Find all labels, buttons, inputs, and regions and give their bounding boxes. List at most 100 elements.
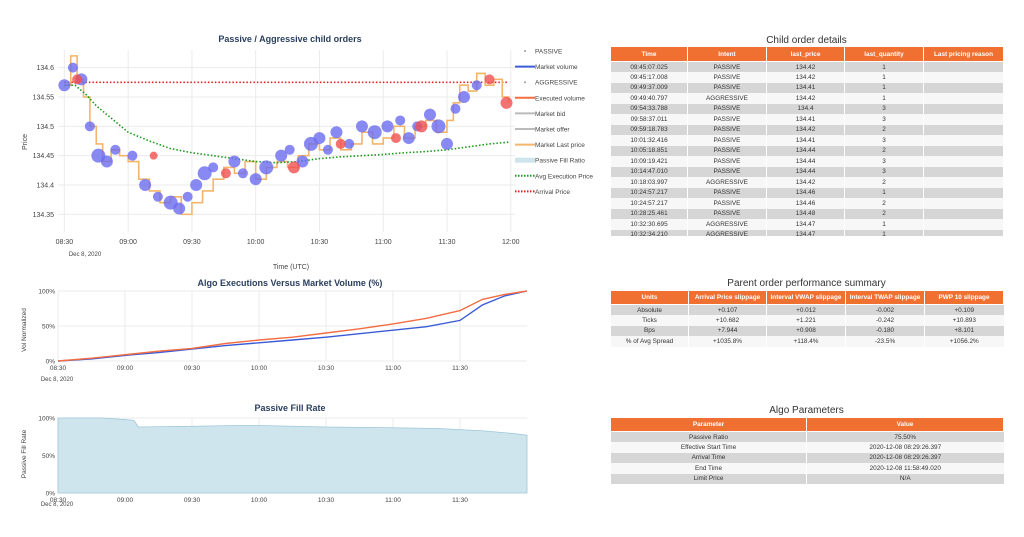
table-cell: +0.908 <box>766 325 846 336</box>
legend-label: Market bid <box>535 111 566 118</box>
passive-order-marker <box>457 90 470 103</box>
passive-order-marker <box>67 62 78 73</box>
table-row: Effective Start Time 2020-12-08 08:29:26.… <box>610 442 1004 453</box>
table-cell <box>923 114 1003 125</box>
table-cell: 09:45:07.025 <box>610 61 688 72</box>
table-row: 09:49:37.009 PASSIVE 134.41 1 <box>610 82 1003 93</box>
x-tick-label: 10:00 <box>247 239 265 246</box>
passive-fill-ratio-area <box>57 417 528 494</box>
table-cell: +0.109 <box>924 304 1004 315</box>
passive-order-marker <box>173 202 186 215</box>
table-row: Bps +7.944 +0.908 -0.180 +8.101 <box>610 325 1004 336</box>
price-chart-legend[interactable]: PASSIVE Market volume AGGRESSIVE Executed v… <box>515 49 593 196</box>
aggressive-order-marker <box>390 133 401 144</box>
table-row: 10:32:34.210 AGGRESSIVE 134.47 1 <box>610 229 1003 236</box>
column-header: Interval VWAP slippage <box>766 290 846 305</box>
table-cell: 134.41 <box>766 135 845 146</box>
table-cell: 134.48 <box>766 208 845 219</box>
table-row: 10:32:30.695 AGGRESSIVE 134.47 1 <box>610 219 1003 230</box>
table-cell: PASSIVE <box>687 124 767 135</box>
table-cell: 1 <box>844 61 924 72</box>
column-header: Units <box>610 290 689 305</box>
passive-order-marker <box>152 191 163 202</box>
column-header: Time <box>610 46 688 62</box>
x-tick-label: 11:30 <box>452 497 468 504</box>
x-tick-label: 12:00 <box>502 239 520 246</box>
table-row: 09:59:18.783 PASSIVE 134.42 2 <box>610 124 1003 135</box>
x-tick-label: 08:30 <box>56 239 74 246</box>
table-cell: 134.42 <box>766 72 845 83</box>
table-cell: 2 <box>844 198 924 209</box>
table-cell <box>923 219 1003 230</box>
table-cell: 10:32:34.210 <box>610 229 688 236</box>
table-cell <box>923 229 1003 236</box>
passive-order-marker <box>208 162 219 173</box>
legend-swatch <box>515 157 535 163</box>
table-row: End Time 2020-12-08 11:58:49.020 <box>610 463 1004 474</box>
table-cell: 134.42 <box>766 93 845 104</box>
column-header: Arrival Price slippage <box>688 290 767 305</box>
table-cell: +1056.2% <box>924 336 1004 347</box>
table-cell: 134.44 <box>766 166 845 177</box>
table-cell: +0.107 <box>688 304 767 315</box>
passive-order-marker <box>284 144 295 155</box>
table-cell: +1.221 <box>766 315 846 326</box>
passive-order-marker <box>84 121 95 132</box>
table-cell: PASSIVE <box>687 187 767 198</box>
table-row: 09:58:37.011 PASSIVE 134.41 3 <box>610 114 1003 125</box>
price-chart-x-ticks: 08:30 09:00 09:30 10:00 10:30 11:00 11:30 12:00 <box>56 239 520 246</box>
fill-rate-chart-x-ticks: 08:30 09:00 09:30 10:00 10:30 11:00 11:30 <box>50 497 468 504</box>
table-cell <box>923 103 1003 114</box>
passive-order-marker <box>402 132 415 145</box>
y-tick-label: 50% <box>42 453 55 460</box>
table-cell: 09:59:18.783 <box>610 124 688 135</box>
passive-order-marker <box>197 166 212 181</box>
child-orders-table-container[interactable]: Time Intent last_price last_quantity Last pr… <box>610 46 1003 236</box>
price-chart-y-ticks: 134.35 134.4 134.45 134.5 134.55 134.6 <box>33 65 55 219</box>
price-chart-ylabel: Price <box>22 134 29 150</box>
table-cell <box>923 208 1003 219</box>
price-chart-series <box>64 55 510 216</box>
x-tick-label: 11:00 <box>375 239 392 246</box>
table-cell: PASSIVE <box>687 156 767 167</box>
volume-chart[interactable]: Algo Executions Versus Market Volume (%)… <box>0 276 540 396</box>
fill-rate-chart[interactable]: Passive Fill Rate 0% 50% 100% 08:30 09:00 09… <box>0 400 540 520</box>
x-tick-label: 11:00 <box>385 497 401 504</box>
table-row: 10:01:32.416 PASSIVE 134.41 3 <box>610 135 1003 146</box>
algo-params-table: Parameter Value Passive Ratio 75.50% Effect… <box>610 417 1004 484</box>
table-cell: +10.682 <box>688 315 767 326</box>
passive-order-marker <box>431 119 446 134</box>
legend-swatch <box>524 50 526 52</box>
table-cell: 10:24:57.217 <box>610 187 688 198</box>
table-cell: 1 <box>844 187 924 198</box>
column-header: PWP 10 slippage <box>924 290 1004 305</box>
table-cell: 09:49:37.009 <box>610 82 688 93</box>
table-cell: +10.893 <box>924 315 1004 326</box>
passive-order-marker <box>259 160 274 175</box>
legend-label: Executed volume <box>535 95 585 102</box>
table-cell: 10:09:19.421 <box>610 156 688 167</box>
algo-params-table-container: Parameter Value Passive Ratio 75.50% Effect… <box>610 417 1004 484</box>
table-cell: 134.42 <box>766 61 845 72</box>
passive-order-marker <box>367 125 382 140</box>
table-row: Passive Ratio 75.50% <box>610 431 1004 442</box>
price-chart[interactable]: Passive / Aggressive child orders 134.35… <box>0 28 600 278</box>
x-tick-label: 11:30 <box>438 239 455 246</box>
aggressive-order-marker <box>149 151 158 160</box>
x-tick-label: 09:00 <box>117 497 134 504</box>
passive-order-marker <box>182 191 193 202</box>
table-cell: PASSIVE <box>687 61 767 72</box>
table-row: 10:24:57.217 PASSIVE 134.46 1 <box>610 187 1003 198</box>
table-cell: 2 <box>844 124 924 135</box>
table-cell: PASSIVE <box>687 103 767 114</box>
price-chart-xlabel: Time (UTC) <box>273 264 309 271</box>
legend-label: Market volume <box>535 64 578 71</box>
table-cell: 09:49:40.797 <box>610 93 688 104</box>
table-cell: 3 <box>844 156 924 167</box>
column-header: Last pricing reason <box>923 46 1003 62</box>
x-tick-label: 10:00 <box>251 497 268 504</box>
table-cell: +8.101 <box>924 325 1004 336</box>
table-cell <box>923 177 1003 188</box>
table-cell: -23.5% <box>845 336 925 347</box>
table-cell: 134.42 <box>766 177 845 188</box>
